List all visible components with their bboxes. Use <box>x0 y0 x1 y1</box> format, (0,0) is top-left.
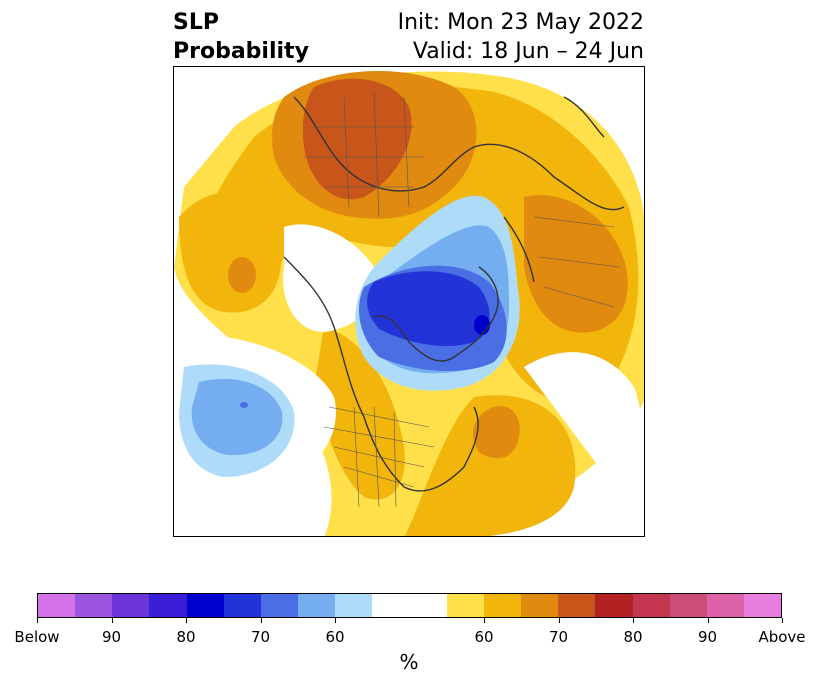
colorbar-tick-mark <box>111 618 113 623</box>
colorbar-tick-label: 80 <box>176 628 196 646</box>
colorbar-segment <box>446 594 484 617</box>
colorbar-tick-mark <box>782 618 783 623</box>
colorbar-tick-mark <box>260 618 262 623</box>
colorbar-segment <box>595 594 633 617</box>
colorbar-tick-label: Above <box>758 628 806 646</box>
colorbar-tick-mark <box>558 618 560 623</box>
colorbar-segment <box>706 594 744 617</box>
colorbar-segment <box>149 594 187 617</box>
init-date: Init: Mon 23 May 2022 <box>397 10 644 35</box>
colorbar-segment <box>223 594 261 617</box>
colorbar-segment <box>186 594 224 617</box>
colorbar-segment <box>743 594 782 617</box>
colorbar-segment <box>298 594 336 617</box>
colorbar-segment <box>669 594 707 617</box>
neutral-zone-atlantic <box>524 352 642 487</box>
colorbar-segment <box>112 594 150 617</box>
above-70-80-pacific <box>228 257 256 293</box>
colorbar-tick-mark <box>633 618 634 623</box>
colorbar-tick-label: 70 <box>250 628 271 646</box>
colorbar <box>37 593 782 618</box>
above-70-80-eurasia <box>524 195 628 333</box>
colorbar-segment <box>409 594 447 617</box>
colorbar-tick-mark <box>37 618 38 623</box>
above-80-europe <box>302 78 412 200</box>
above-60-70-atlantic <box>404 395 576 536</box>
colorbar-segment <box>38 594 76 617</box>
colorbar-segment <box>75 594 113 617</box>
above-70-80-atlantic <box>472 406 520 459</box>
map-canvas <box>174 70 644 536</box>
colorbar-tick-mark <box>186 618 187 623</box>
colorbar-tick-mark <box>707 618 709 623</box>
variable-label: SLP <box>173 10 219 35</box>
below-70-pacific <box>191 378 283 456</box>
colorbar-segment <box>521 594 559 617</box>
colorbar-segment <box>260 594 299 617</box>
colorbar-tick-mark <box>484 618 485 623</box>
colorbar-tick-label: 60 <box>325 628 345 646</box>
date-info: Init: Mon 23 May 2022 Valid: 18 Jun – 24… <box>398 8 644 66</box>
neutral-zone-west <box>283 224 377 332</box>
colorbar-tick-label: 70 <box>548 628 569 646</box>
valid-date: Valid: 18 Jun – 24 Jun <box>412 39 644 64</box>
colorbar-segment <box>632 594 670 617</box>
colorbar-tick-label: 90 <box>101 628 122 646</box>
political-boundaries <box>304 91 620 508</box>
units-label: % <box>399 650 419 674</box>
colorbar-segment <box>558 594 596 617</box>
colorbar-segment <box>483 594 522 617</box>
above-60-70-pacific <box>179 192 282 313</box>
probability-map <box>173 66 645 537</box>
colorbar-tick-mark <box>335 618 336 623</box>
colorbar-segment <box>335 594 373 617</box>
colorbar-tick-label: 60 <box>474 628 494 646</box>
map-title: SLP Probability <box>173 8 309 66</box>
metric-label: Probability <box>173 39 309 64</box>
colorbar-tick-label: Below <box>14 628 60 646</box>
colorbar-segment <box>372 594 410 617</box>
below-90-spot <box>474 315 490 335</box>
colorbar-tick-label: 80 <box>623 628 643 646</box>
below-80-pacific-spot <box>240 402 248 408</box>
colorbar-tick-label: 90 <box>697 628 718 646</box>
